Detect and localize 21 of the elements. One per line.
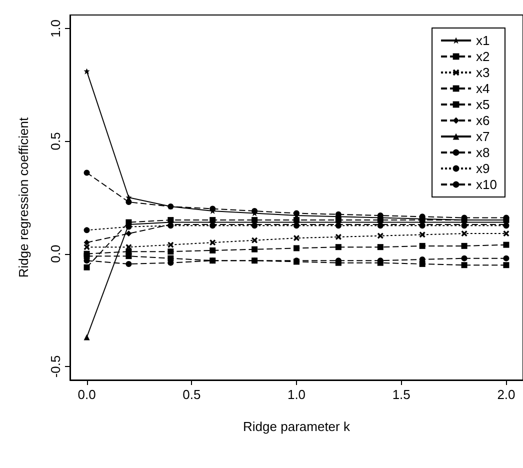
- x-tick-label: 0.5: [182, 387, 201, 402]
- y-tick-label: -0.5: [48, 355, 63, 378]
- legend-label: x9: [476, 161, 490, 176]
- legend-label: x8: [476, 145, 490, 160]
- legend-label: x3: [476, 65, 490, 80]
- legend-label: x10: [476, 177, 498, 192]
- x-tick-label: 0.0: [78, 387, 96, 402]
- x-tick-label: 1.5: [392, 387, 410, 402]
- legend-label: x7: [476, 129, 490, 144]
- y-tick-label: 0.0: [48, 244, 63, 263]
- x-tick-label: 1.0: [287, 387, 306, 402]
- x-axis-title: Ridge parameter k: [243, 419, 350, 434]
- y-axis-title: Ridge regression coefficient: [16, 117, 31, 278]
- legend-label: x2: [476, 49, 490, 64]
- y-tick-label: 1.0: [48, 19, 63, 38]
- x-tick-label: 2.0: [497, 387, 516, 402]
- legend-label: x6: [476, 113, 490, 128]
- legend-label: x5: [476, 97, 490, 112]
- legend-label: x4: [476, 81, 490, 96]
- y-tick-label: 0.5: [48, 132, 63, 150]
- legend-label: x1: [476, 33, 490, 48]
